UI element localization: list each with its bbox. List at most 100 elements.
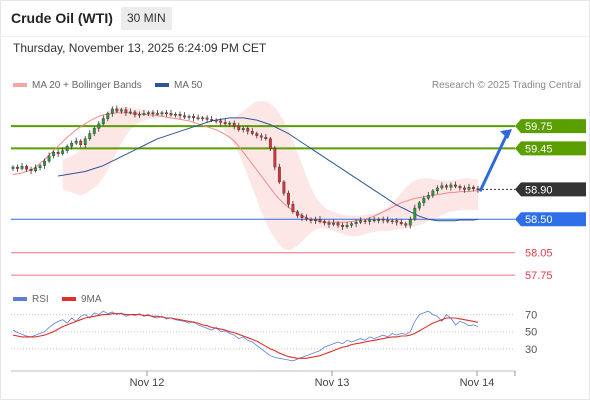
candle-body [250,131,254,134]
candle-body [115,108,119,112]
candle-body [277,166,281,183]
candle [246,125,250,135]
candle [282,180,286,196]
candle-body [386,219,390,222]
candle-body [255,133,259,136]
candle [386,216,390,224]
candle [210,116,214,122]
candle [332,219,335,227]
x-tick-label: Nov 14 [460,377,495,389]
timeframe-badge[interactable]: 30 MIN [121,7,172,30]
candle [70,140,74,150]
candle [327,220,331,228]
candle [43,158,47,169]
candle [305,214,308,222]
resistance-2-value: 59.45 [525,143,553,155]
candle [25,164,28,172]
candle [38,163,42,171]
candle-body [246,128,250,132]
candle-body [444,185,448,188]
candle-body [350,223,354,226]
forecast-arrow-head [500,129,512,140]
candle [336,221,340,228]
candle [368,217,372,225]
candle [128,108,132,115]
candle-body [359,220,363,223]
legend-rsi-label: RSI [32,294,49,305]
candle [345,221,349,229]
candle [106,111,110,122]
candle-body [264,137,268,139]
candle-body [11,166,15,169]
legend-ma20-label: MA 20 + Bollinger Bands [32,80,142,91]
candle [259,133,263,141]
candle-body [214,119,218,122]
candle-body [390,220,394,222]
last-price-label: 58.90 [515,182,586,197]
candle-body [368,219,372,222]
candle [232,120,236,130]
candle [268,136,272,152]
candle-body [332,222,335,225]
last-price-value: 58.90 [525,184,553,196]
candle [472,185,475,192]
candle-body [417,202,421,209]
candle [174,112,177,118]
ma50-swatch [155,83,169,88]
credit-text: Research © 2025 Trading Central [431,80,581,91]
legend-ma9: 9MA [62,294,102,305]
candle-body [431,190,435,196]
candle-body [74,140,78,144]
instrument-title: Crude Oil (WTI) [11,10,113,26]
candle-body [119,109,123,112]
legend-ma9-label: 9MA [81,294,102,305]
legend-ma50-label: MA 50 [174,80,203,91]
candle [295,209,299,219]
candle-body [381,219,385,221]
rsi-tick-70: 70 [525,310,537,322]
candle-body [314,219,317,221]
header-bar: Crude Oil (WTI) 30 MIN [0,0,590,37]
candle [169,110,173,117]
candle [223,119,227,126]
candle-body [399,221,403,224]
candle [413,204,417,222]
ma20-line [12,112,478,223]
support-1-value: 58.05 [525,248,553,260]
candle-body [92,128,96,134]
candle-body [196,117,200,120]
candle [291,200,295,214]
candle-body [101,118,105,125]
candle-body [453,184,457,187]
candle [151,110,155,117]
candle [34,164,38,173]
resistance-2-tag [515,141,586,156]
candle [142,110,146,117]
candle-body [52,151,56,157]
candle-body [165,112,168,114]
candle-body [458,186,462,189]
candle-body [323,221,326,224]
candle-body [83,138,87,145]
candle-body [88,133,92,139]
forecast-arrow [478,133,509,193]
ma9-line [12,313,479,359]
candle-body [467,186,471,190]
candle-body [160,112,164,114]
candle-body [133,111,137,116]
bollinger-band [62,100,478,251]
candle [196,114,200,121]
candle [381,216,385,224]
candle [300,212,304,222]
candle [449,182,453,191]
candle-body [318,219,322,222]
candle-body [70,143,74,147]
candle-body [192,116,196,119]
legend-ma20: MA 20 + Bollinger Bands [13,80,142,91]
candle-body [29,169,33,171]
candle [65,144,69,154]
candle [241,126,245,133]
x-tick-label: Nov 13 [315,377,350,389]
ma20-swatch [13,83,27,88]
candle [160,110,164,117]
